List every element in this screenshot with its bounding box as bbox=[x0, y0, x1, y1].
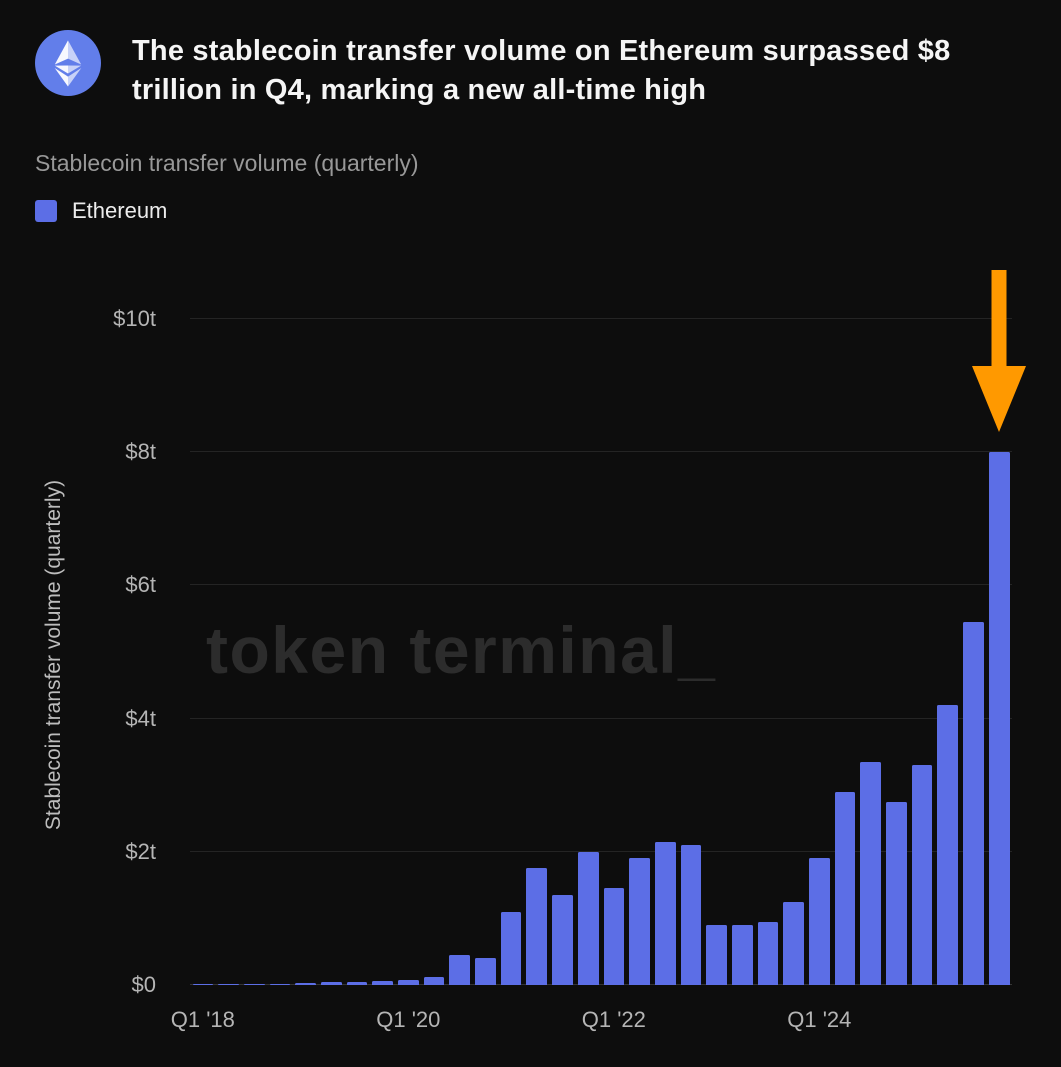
x-axis-tick-label: Q1 '20 bbox=[376, 1007, 441, 1032]
x-axis-tick-label: Q1 '24 bbox=[787, 1007, 852, 1032]
x-axis-tick-label: Q1 '18 bbox=[170, 1007, 235, 1032]
y-axis-tick-label: $0 bbox=[131, 972, 156, 997]
bar[interactable] bbox=[886, 801, 907, 985]
bar[interactable] bbox=[449, 955, 471, 985]
y-axis-tick-label: $10t bbox=[113, 306, 156, 331]
bar[interactable] bbox=[320, 982, 342, 985]
bar[interactable] bbox=[577, 851, 599, 985]
bar[interactable] bbox=[192, 984, 214, 985]
legend-item-ethereum[interactable]: Ethereum bbox=[35, 198, 167, 224]
ethereum-logo-icon bbox=[35, 30, 101, 96]
bar[interactable] bbox=[654, 841, 676, 985]
bar[interactable] bbox=[911, 765, 933, 985]
bar[interactable] bbox=[526, 868, 548, 985]
gridline bbox=[190, 318, 1012, 319]
y-axis-tick-label: $2t bbox=[125, 838, 156, 864]
bar-chart-plot: token terminal_ $0 $2t $4t $6t $8t $10t Q1 '18… bbox=[113, 270, 1027, 1032]
bar[interactable] bbox=[423, 977, 445, 985]
bar[interactable] bbox=[269, 983, 291, 985]
watermark: token terminal_ bbox=[206, 613, 717, 687]
page-title: The stablecoin transfer volume on Ethere… bbox=[132, 35, 951, 106]
bar[interactable] bbox=[706, 925, 727, 985]
bar[interactable] bbox=[731, 925, 753, 985]
gridline bbox=[190, 984, 1012, 985]
bar[interactable] bbox=[937, 705, 959, 985]
bar[interactable] bbox=[500, 911, 522, 985]
bar[interactable] bbox=[372, 981, 393, 985]
bar[interactable] bbox=[295, 983, 316, 985]
legend-label: Ethereum bbox=[72, 198, 168, 223]
gridline bbox=[190, 584, 1012, 586]
y-axis-title: Stablecoin transfer volume (quarterly) bbox=[42, 479, 65, 831]
bar[interactable] bbox=[963, 622, 984, 985]
bar[interactable] bbox=[243, 983, 265, 985]
arrow-down-annotation bbox=[972, 270, 1027, 437]
gridline bbox=[190, 850, 1012, 852]
y-axis-tick-label: $6t bbox=[125, 572, 156, 598]
legend-swatch bbox=[35, 200, 57, 222]
bar[interactable] bbox=[603, 888, 625, 985]
bar[interactable] bbox=[809, 858, 830, 985]
bar[interactable] bbox=[346, 981, 368, 985]
y-axis-tick-label: $8t bbox=[125, 439, 156, 465]
bar[interactable] bbox=[757, 921, 779, 985]
bar[interactable] bbox=[834, 791, 856, 985]
gridline bbox=[190, 717, 1012, 719]
x-axis-tick-label: Q1 '22 bbox=[581, 1007, 646, 1032]
bar[interactable] bbox=[629, 858, 650, 985]
bars-container bbox=[190, 319, 1012, 985]
bar[interactable] bbox=[218, 984, 239, 985]
chart-subtitle: Stablecoin transfer volume (quarterly) bbox=[35, 150, 419, 176]
bar[interactable] bbox=[680, 845, 702, 985]
bar[interactable] bbox=[475, 958, 496, 985]
bar[interactable] bbox=[398, 979, 419, 985]
bar[interactable] bbox=[552, 895, 573, 985]
gridline bbox=[190, 451, 1012, 453]
header: The stablecoin transfer volume on Ethere… bbox=[35, 30, 1025, 109]
bar[interactable] bbox=[860, 761, 882, 985]
bar[interactable] bbox=[783, 901, 804, 985]
bar[interactable] bbox=[988, 452, 1010, 985]
y-axis-tick-label: $4t bbox=[125, 705, 156, 731]
